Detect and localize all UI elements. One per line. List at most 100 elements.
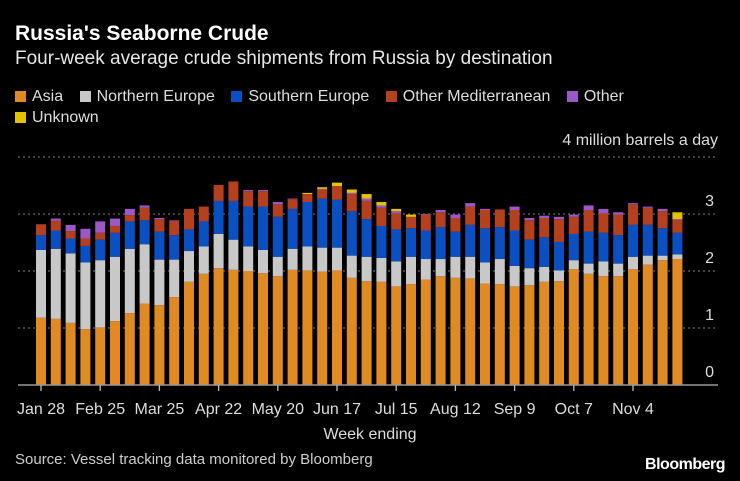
bar-segment-other-mediterranean — [332, 186, 342, 200]
bar-segment-unknown — [361, 194, 372, 199]
bar-segment-southern-europe — [287, 208, 298, 249]
bar-segment-asia — [568, 269, 579, 385]
bar-segment-unknown — [672, 212, 683, 220]
bar-segment-southern-europe — [36, 235, 46, 250]
bar-segment-other — [95, 221, 106, 233]
bar-segment-other — [554, 216, 564, 220]
bar-segment-southern-europe — [568, 233, 579, 261]
bar-segment-southern-europe — [154, 231, 165, 260]
bar-stack — [184, 208, 194, 385]
bar-segment-asia — [672, 259, 683, 385]
bar-segment-southern-europe — [110, 232, 120, 257]
bar-segment-southern-europe — [346, 211, 357, 256]
bar-segment-other-mediterranean — [243, 191, 254, 207]
bar-segment-other-mediterranean — [36, 224, 46, 236]
legend-label: Asia — [32, 88, 64, 105]
bar-stack — [95, 221, 106, 385]
bar-segment-other — [317, 188, 328, 190]
bar-segment-other-mediterranean — [376, 207, 387, 226]
bar-segment-other-mediterranean — [287, 199, 298, 209]
bar-segment-northern-europe — [332, 247, 342, 271]
bar-segment-other — [154, 217, 165, 220]
bar-stack — [613, 212, 624, 385]
bar-segment-unknown — [302, 192, 313, 195]
bar-segment-northern-europe — [539, 267, 550, 282]
bar-segment-asia — [391, 286, 402, 385]
bar-segment-other-mediterranean — [95, 232, 106, 240]
x-tick-label: May 20 — [252, 401, 305, 418]
bar-stack — [509, 206, 520, 385]
legend-label: Unknown — [32, 109, 99, 126]
bar-segment-other-mediterranean — [435, 212, 446, 228]
bar-segment-unknown — [346, 189, 357, 193]
bar-segment-asia — [361, 281, 372, 385]
x-tick-label: Apr 22 — [195, 401, 242, 418]
bar-segment-other-mediterranean — [184, 208, 194, 230]
bar-segment-northern-europe — [391, 261, 402, 287]
bar-segment-other — [169, 220, 180, 221]
bar-segment-other-mediterranean — [228, 181, 239, 201]
bar-segment-other-mediterranean — [568, 216, 579, 234]
bar-segment-asia — [110, 321, 120, 385]
legend-label: Other Mediterranean — [402, 88, 551, 105]
bar-segment-other-mediterranean — [554, 219, 564, 242]
bar-stack — [406, 214, 416, 385]
bar-segment-other-mediterranean — [420, 214, 431, 231]
bar-stack — [480, 208, 490, 385]
bar-segment-asia — [598, 276, 609, 385]
bar-segment-southern-europe — [435, 227, 446, 260]
bar-segment-other — [110, 218, 120, 226]
bar-segment-southern-europe — [124, 221, 135, 249]
bar-segment-other — [613, 212, 624, 215]
bar-segment-other-mediterranean — [302, 194, 313, 203]
legend-item-southern-europe: Southern Europe — [231, 86, 369, 107]
bar-stack — [524, 217, 535, 385]
x-tick-label: Sep 9 — [494, 401, 536, 418]
legend-label: Northern Europe — [96, 88, 215, 105]
bar-segment-northern-europe — [583, 263, 594, 274]
bar-segment-asia — [346, 277, 357, 385]
bar-segment-southern-europe — [420, 230, 431, 260]
source-note: Source: Vessel tracking data monitored b… — [15, 451, 373, 468]
bar-segment-asia — [613, 276, 624, 385]
bar-stack — [50, 218, 61, 385]
bar-stack — [568, 214, 579, 385]
bar-segment-other-mediterranean — [80, 238, 91, 246]
bar-segment-unknown — [376, 202, 387, 206]
bar-segment-asia — [420, 279, 431, 385]
bar-segment-asia — [50, 318, 61, 385]
bar-stack — [376, 202, 387, 385]
bar-segment-asia — [465, 278, 476, 385]
bar-stack — [287, 198, 298, 385]
bar-segment-other-mediterranean — [465, 206, 476, 225]
bar-stack — [36, 224, 46, 385]
bar-segment-southern-europe — [317, 198, 328, 248]
bar-segment-other — [672, 219, 683, 221]
legend-swatch — [15, 112, 26, 123]
bar-segment-other-mediterranean — [110, 225, 120, 233]
bar-segment-other-mediterranean — [391, 213, 402, 230]
bar-stack — [657, 208, 668, 385]
bar-segment-other-mediterranean — [642, 207, 653, 225]
bar-segment-asia — [80, 329, 91, 385]
bar-stack — [317, 187, 328, 385]
bar-segment-southern-europe — [169, 235, 180, 260]
bar-segment-asia — [258, 273, 268, 385]
bar-segment-other-mediterranean — [50, 220, 61, 231]
bar-segment-northern-europe — [317, 247, 328, 272]
bar-segment-northern-europe — [509, 265, 520, 287]
bar-stack — [539, 215, 550, 385]
bar-segment-northern-europe — [657, 255, 668, 261]
bar-segment-southern-europe — [598, 232, 609, 262]
bar-segment-asia — [450, 277, 461, 385]
bar-segment-other — [420, 214, 431, 215]
legend-swatch — [566, 91, 578, 102]
bar-stack — [198, 206, 209, 385]
bar-segment-other-mediterranean — [124, 215, 135, 222]
legend: Asia Northern Europe Southern Europe Oth… — [15, 86, 675, 128]
bar-segment-asia — [272, 276, 283, 385]
bar-stack — [169, 220, 180, 385]
bar-segment-northern-europe — [480, 262, 490, 284]
bar-segment-asia — [554, 281, 564, 385]
chart-subtitle: Four-week average crude shipments from R… — [15, 48, 553, 69]
